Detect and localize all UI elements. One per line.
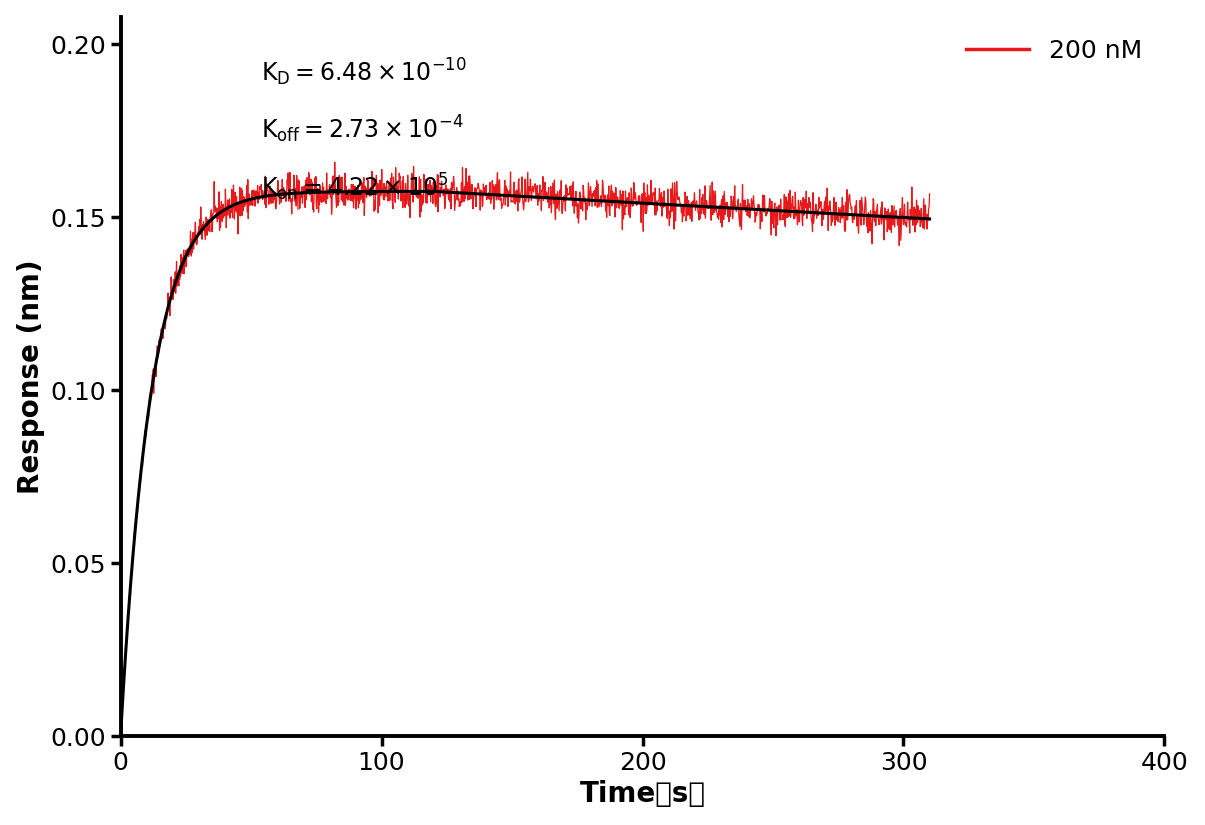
Text: $\mathregular{K_{on}=4.22\times10^{5}}$: $\mathregular{K_{on}=4.22\times10^{5}}$: [261, 172, 449, 203]
X-axis label: Time（s）: Time（s）: [580, 780, 705, 808]
200 nM: [724, 191, 739, 201]
200 nM: [113, 731, 128, 741]
Text: $\mathregular{K_D=6.48\times10^{-10}}$: $\mathregular{K_D=6.48\times10^{-10}}$: [261, 56, 468, 87]
200 nM: [770, 220, 784, 230]
Text: $\mathregular{K_{off}=2.73\times10^{-4}}$: $\mathregular{K_{off}=2.73\times10^{-4}}…: [261, 114, 464, 145]
Line: 200 nM: 200 nM: [120, 162, 929, 736]
200 nM: [358, 189, 372, 199]
200 nM: [328, 157, 342, 167]
200 nM: [295, 189, 310, 199]
200 nM: [922, 189, 936, 199]
Legend: 200 nM: 200 nM: [957, 29, 1152, 73]
200 nM: [529, 194, 543, 204]
Y-axis label: Response (nm): Response (nm): [17, 259, 45, 493]
200 nM: [762, 205, 776, 215]
